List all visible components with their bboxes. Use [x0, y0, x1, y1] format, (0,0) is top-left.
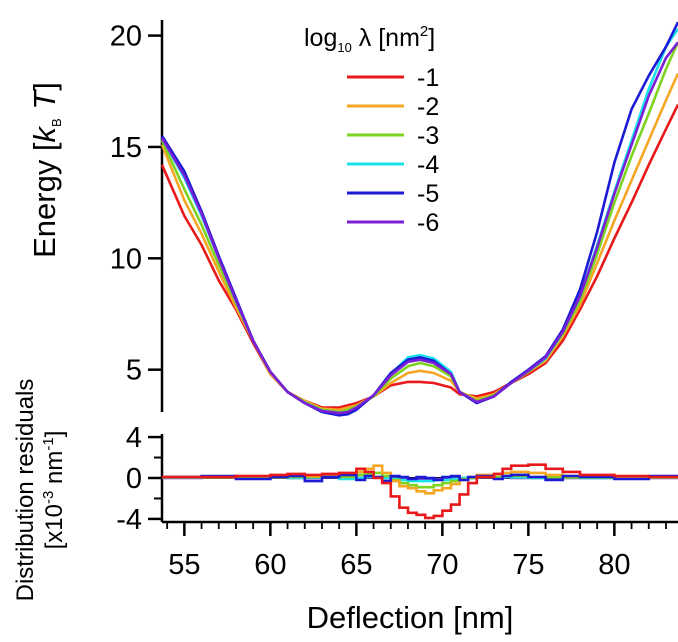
- x-tick-label: 75: [512, 549, 544, 581]
- x-tick-label: 80: [598, 549, 630, 581]
- residuals-panel: 4 0 -4 55 60 65 70 75 80: [116, 422, 678, 581]
- x-tick-label: 55: [168, 549, 200, 581]
- energy-axis-title: Energy [kB T]: [27, 82, 64, 258]
- energy-y-tick-label: 5: [126, 355, 142, 387]
- energy-series-line: [160, 41, 678, 415]
- x-axis-title: Deflection [nm]: [307, 600, 514, 635]
- x-tick-label: 70: [426, 549, 458, 581]
- energy-y-tick-label: 20: [110, 21, 142, 53]
- x-tick-label: 65: [340, 549, 372, 581]
- legend-label: -2: [417, 93, 439, 121]
- legend-label: -1: [417, 64, 439, 92]
- legend-label: -6: [417, 209, 439, 237]
- residuals-y-tick-label: 4: [126, 422, 142, 454]
- legend-label: -3: [417, 122, 439, 150]
- residuals-axis-units: [x10-3 nm-1]: [40, 431, 68, 550]
- residuals-series-line: [162, 463, 678, 520]
- residuals-axis-title: Distribution residuals: [12, 379, 39, 602]
- energy-y-tick-label: 15: [110, 132, 142, 164]
- legend-label: -5: [417, 180, 439, 208]
- residuals-series-line: [162, 473, 678, 483]
- legend: -1-2-3-4-5-6: [347, 64, 439, 237]
- energy-y-tick-label: 10: [110, 243, 142, 275]
- x-tick-label: 60: [254, 549, 286, 581]
- legend-label: -4: [417, 151, 439, 179]
- residuals-y-tick-label: -4: [116, 504, 142, 536]
- residuals-y-tick-label: 0: [126, 463, 142, 495]
- legend-title: log10 λ [nm2]: [304, 23, 435, 55]
- energy-panel: 5 10 15 20: [110, 20, 678, 417]
